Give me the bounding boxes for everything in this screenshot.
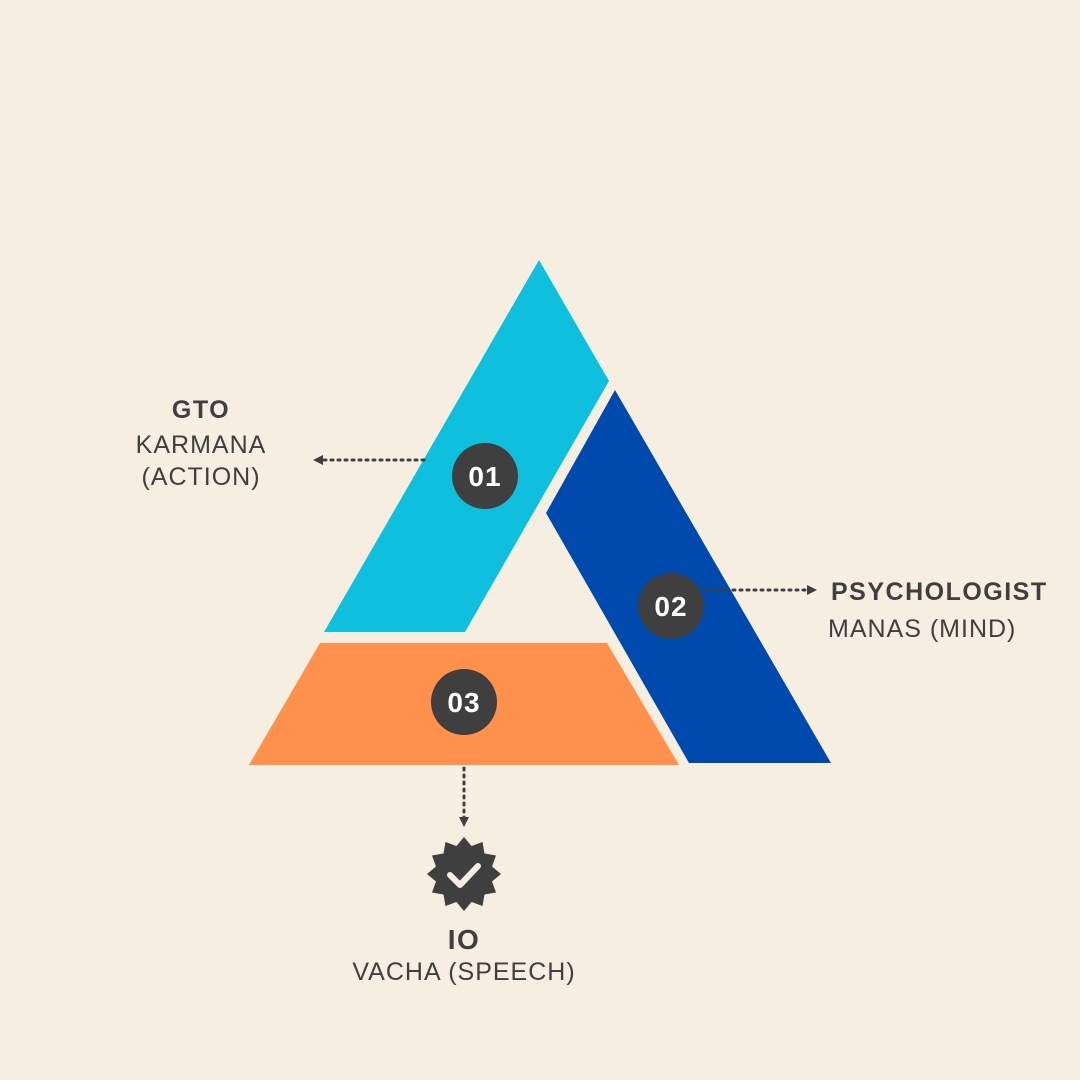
gto-title: GTO	[171, 396, 231, 424]
badge-03-number: 03	[447, 687, 480, 718]
badge-03: 03	[431, 669, 497, 735]
label-io: IO VACHA (SPEECH)	[314, 923, 614, 987]
segment-01-shape	[324, 260, 609, 632]
badge-01: 01	[452, 443, 518, 509]
badge-02: 02	[638, 573, 704, 639]
psychologist-title: PSYCHOLOGIST	[831, 578, 1048, 606]
label-gto: GTO KARMANA (ACTION)	[126, 395, 276, 493]
verified-badge-icon	[427, 837, 501, 911]
io-subtitle: VACHA (SPEECH)	[352, 957, 576, 986]
io-title: IO	[447, 924, 481, 955]
gto-subtitle-line1: KARMANA	[135, 431, 267, 459]
badge-01-number: 01	[468, 461, 501, 492]
segment-02-shape	[546, 390, 831, 763]
label-psychologist: PSYCHOLOGIST MANAS (MIND)	[828, 577, 1048, 644]
psychologist-subtitle: MANAS (MIND)	[828, 615, 1017, 643]
gto-subtitle-line2: (ACTION)	[141, 463, 261, 491]
badge-02-number: 02	[654, 591, 687, 622]
